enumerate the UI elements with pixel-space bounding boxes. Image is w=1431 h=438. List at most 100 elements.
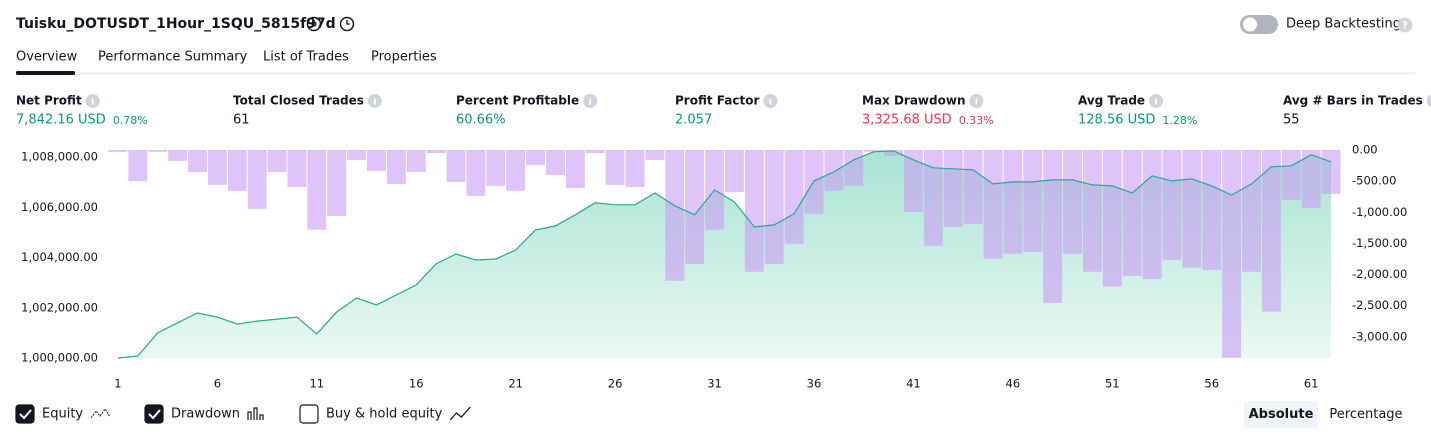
- drawdown-bar: [784, 150, 804, 244]
- drawdown-bar: [1063, 150, 1082, 254]
- drawdown-bar: [506, 150, 526, 191]
- drawdown-bar: [347, 150, 367, 160]
- info-icon-mark: [769, 98, 772, 105]
- toggle-label: Deep Backtesting: [1286, 17, 1401, 32]
- drawdown-bar: [685, 150, 705, 264]
- drawdown-bar: [864, 150, 884, 152]
- info-icon[interactable]: [1426, 94, 1431, 108]
- equity-legend-icon: [90, 408, 111, 419]
- drawdown-bar: [665, 150, 685, 281]
- drawdown-bar: [227, 150, 247, 191]
- alert-icon[interactable]: [339, 16, 355, 32]
- mode-button[interactable]: Absolute: [1249, 407, 1314, 422]
- drawdown-bar: [267, 150, 287, 173]
- drawdown-bar: [963, 150, 983, 224]
- drawdown-bar: [943, 150, 963, 227]
- metric-value: 61: [233, 113, 250, 128]
- mode-button-active[interactable]: [1244, 401, 1318, 428]
- drawdown-bar: [546, 150, 565, 175]
- checkmark: [148, 409, 161, 420]
- y2-tick-label: 0.00: [1352, 143, 1378, 157]
- metric-value: 128.56 USD: [1078, 113, 1155, 128]
- metric-label: Avg Trade: [1078, 94, 1145, 108]
- y-tick-label: 1,008,000.00: [21, 150, 98, 164]
- mode-button[interactable]: Percentage: [1329, 407, 1402, 422]
- y2-tick-label: -1,000.00: [1352, 205, 1407, 219]
- drawdown-bar: [1043, 150, 1063, 303]
- metric-label: Avg # Bars in Trades: [1283, 94, 1423, 108]
- x-tick-label: 61: [1304, 377, 1319, 391]
- metric-label: Profit Factor: [675, 94, 759, 108]
- checkbox[interactable]: [15, 404, 35, 424]
- drawdown-bar: [367, 150, 386, 171]
- metric-label: Max Drawdown: [862, 94, 965, 108]
- tab-divider: [16, 72, 1415, 75]
- checkbox[interactable]: [144, 404, 164, 424]
- drawdown-bar: [1222, 150, 1242, 358]
- drawdown-bar: [406, 150, 426, 173]
- checkmark: [19, 409, 32, 420]
- drawdown-bar: [188, 150, 207, 173]
- drawdown-bar: [585, 150, 605, 154]
- y2-tick-label: -2,500.00: [1352, 298, 1407, 312]
- equity-line: [117, 150, 1332, 359]
- y-tick-label: 1,002,000.00: [21, 300, 98, 314]
- drawdown-bar: [386, 150, 406, 184]
- metric-percent: 1.28%: [1162, 114, 1197, 127]
- drawdown-bar: [168, 150, 188, 161]
- strategy-title: Tuisku_DOTUSDT_1Hour_1SQU_5815f97d: [16, 16, 336, 32]
- x-tick-label: 36: [807, 377, 822, 391]
- info-icon-mark: [589, 98, 591, 105]
- drawdown-bar: [526, 150, 546, 165]
- drawdown-bar: [1142, 150, 1162, 279]
- help-icon[interactable]: ?: [1397, 17, 1413, 33]
- info-icon-mark: [91, 98, 94, 105]
- drawdown-bar: [327, 150, 347, 217]
- y2-tick-label: -500.00: [1352, 174, 1396, 188]
- drawdown-bar: [1321, 150, 1341, 194]
- x-tick-label: 11: [309, 377, 324, 391]
- drawdown-bar: [1122, 150, 1142, 276]
- settings-icon[interactable]: [306, 16, 322, 32]
- drawdown-bar: [1182, 150, 1202, 268]
- drawdown-bar: [983, 150, 1003, 259]
- metric-value: 3,325.68 USD: [862, 113, 952, 128]
- tab[interactable]: Overview: [16, 50, 78, 65]
- info-icon-mark: [1155, 98, 1157, 105]
- metric-label: Percent Profitable: [456, 94, 579, 108]
- drawdown-bar: [247, 150, 267, 209]
- drawdown-bar: [1102, 150, 1122, 287]
- legend-label: Drawdown: [171, 407, 240, 422]
- drawdown-bar: [148, 150, 168, 152]
- drawdown-bar: [625, 150, 645, 188]
- drawdown-bar: [287, 150, 307, 188]
- drawdown-bar: [1301, 150, 1321, 208]
- legend-label: Equity: [42, 407, 83, 422]
- x-tick-label: 1: [114, 377, 121, 391]
- drawdown-bar: [1281, 150, 1301, 200]
- drawdown-bar: [764, 150, 784, 264]
- drawdown-bar: [466, 150, 486, 196]
- metric-value: 7,842.16 USD: [16, 113, 106, 128]
- info-icon-mark: [975, 98, 978, 105]
- tab[interactable]: Properties: [371, 50, 437, 65]
- metric-label: Net Profit: [16, 94, 82, 108]
- tab[interactable]: Performance Summary: [98, 50, 248, 65]
- drawdown-legend-icon: [247, 407, 264, 420]
- drawdown-bar: [844, 150, 864, 186]
- drawdown-bar: [426, 150, 446, 154]
- drawdown-bar: [486, 150, 506, 186]
- drawdown-bar: [923, 150, 943, 246]
- x-tick-label: 41: [906, 377, 921, 391]
- drawdown-bar: [1242, 150, 1261, 272]
- drawdown-bar: [1261, 150, 1281, 312]
- drawdown-bar: [307, 150, 327, 230]
- deep-backtesting-toggle[interactable]: [1240, 15, 1278, 34]
- tab[interactable]: List of Trades: [263, 50, 349, 65]
- drawdown-bar: [1082, 150, 1102, 272]
- y2-tick-label: -2,000.00: [1352, 267, 1407, 281]
- legend-label: Buy & hold equity: [326, 407, 443, 422]
- y2-tick-label: -3,000.00: [1352, 329, 1407, 343]
- x-tick-label: 31: [707, 377, 722, 391]
- checkbox[interactable]: [299, 404, 319, 424]
